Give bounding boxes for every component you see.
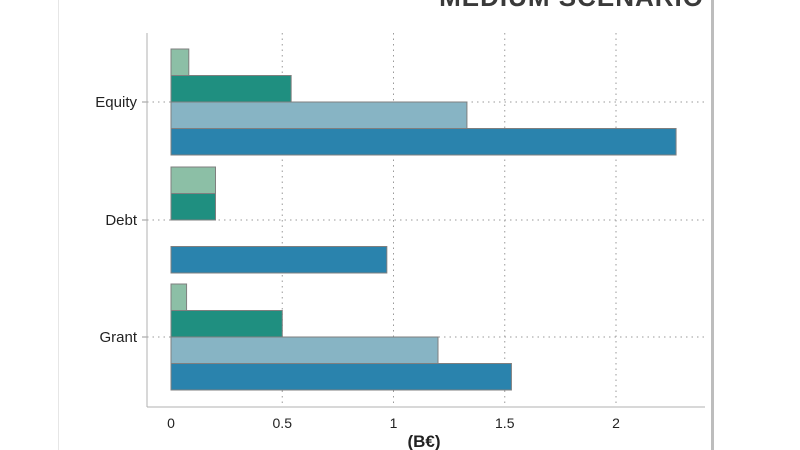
bar: [170, 363, 512, 391]
bar: [170, 336, 439, 364]
category-label: Debt: [105, 212, 138, 229]
x-tick-label: 0: [167, 415, 175, 431]
frame-right-border: [711, 0, 714, 450]
bars-layer: [170, 48, 677, 391]
category-label: Grant: [99, 329, 137, 346]
bar: [170, 193, 216, 221]
category-label: Equity: [95, 94, 137, 111]
bar: [170, 310, 283, 338]
bar: [170, 283, 188, 311]
bar: [170, 166, 216, 194]
x-tick-label: 1.5: [495, 415, 515, 431]
bar: [170, 101, 468, 129]
grid-layer: [142, 33, 705, 407]
x-axis-label: (B€): [407, 432, 440, 450]
bar: [170, 128, 677, 156]
chart-title: MEDIUM SCENARIO: [439, 0, 704, 13]
bar: [170, 48, 190, 76]
labels-layer: 0 0.5 1 1.5 2 Equity Debt Grant: [95, 94, 620, 431]
x-tick-label: 0.5: [273, 415, 293, 431]
frame-left-border: [58, 0, 59, 450]
bar: [170, 75, 292, 103]
x-tick-label: 2: [612, 415, 620, 431]
x-tick-label: 1: [390, 415, 398, 431]
bar: [170, 246, 388, 274]
